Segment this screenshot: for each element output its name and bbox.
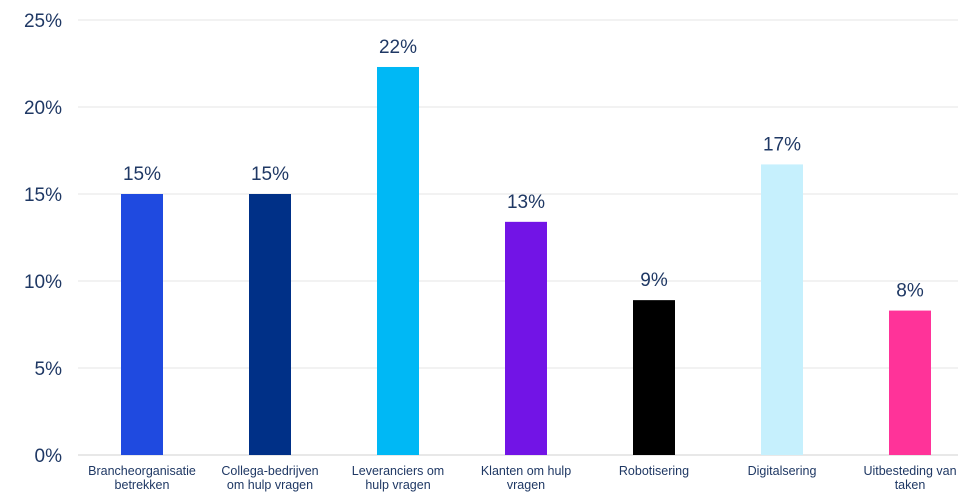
x-tick-label-line: betrekken xyxy=(115,478,170,492)
x-tick-label-line: Collega-bedrijven xyxy=(221,464,318,478)
y-tick-label: 15% xyxy=(24,185,62,206)
data-label: 22% xyxy=(379,37,417,58)
y-tick-label: 10% xyxy=(24,272,62,293)
bars xyxy=(121,66,931,456)
x-tick-label-line: Digitalsering xyxy=(748,464,817,478)
x-tick-label: Collega-bedrijven om hulp vragen xyxy=(221,464,318,492)
x-tick-label-line: Brancheorganisatie xyxy=(88,464,196,478)
x-tick-label: Uitbesteding van taken xyxy=(863,464,956,492)
y-tick-label: 0% xyxy=(35,446,63,467)
data-label: 13% xyxy=(507,192,545,213)
x-tick-label-line: Leveranciers om xyxy=(352,464,444,478)
bar xyxy=(505,221,547,455)
x-tick-label-line: hulp vragen xyxy=(365,478,430,492)
x-tick-label-line: om hulp vragen xyxy=(227,478,313,492)
x-tick-label-line: Uitbesteding van xyxy=(863,464,956,478)
x-axis: Brancheorganisatie betrekken Collega-bedri… xyxy=(88,464,956,492)
data-label: 9% xyxy=(640,270,668,291)
bar xyxy=(249,194,291,455)
data-labels: 15% 15% 22% 13% 9% 17% 8% xyxy=(123,37,924,302)
x-tick-label: Leveranciers om hulp vragen xyxy=(352,464,444,492)
x-tick-label: Digitalsering xyxy=(748,464,817,478)
y-tick-label: 25% xyxy=(24,11,62,32)
data-label: 8% xyxy=(896,281,924,302)
x-tick-label: Robotisering xyxy=(619,464,689,478)
y-tick-label: 5% xyxy=(35,359,63,380)
bar xyxy=(889,310,931,455)
x-tick-label-line: taken xyxy=(895,478,926,492)
data-label: 15% xyxy=(123,164,161,185)
bar xyxy=(121,194,163,455)
data-label: 15% xyxy=(251,164,289,185)
y-axis: 0% 5% 10% 15% 20% 25% xyxy=(24,11,62,467)
x-tick-label-line: vragen xyxy=(507,478,545,492)
x-tick-label-line: Robotisering xyxy=(619,464,689,478)
x-tick-label: Brancheorganisatie betrekken xyxy=(88,464,196,492)
data-label: 17% xyxy=(763,134,801,155)
bar xyxy=(761,164,803,456)
y-tick-label: 20% xyxy=(24,98,62,119)
x-tick-label: Klanten om hulp vragen xyxy=(481,464,571,492)
bar xyxy=(377,66,419,455)
x-tick-label-line: Klanten om hulp xyxy=(481,464,571,478)
bar xyxy=(633,300,675,455)
